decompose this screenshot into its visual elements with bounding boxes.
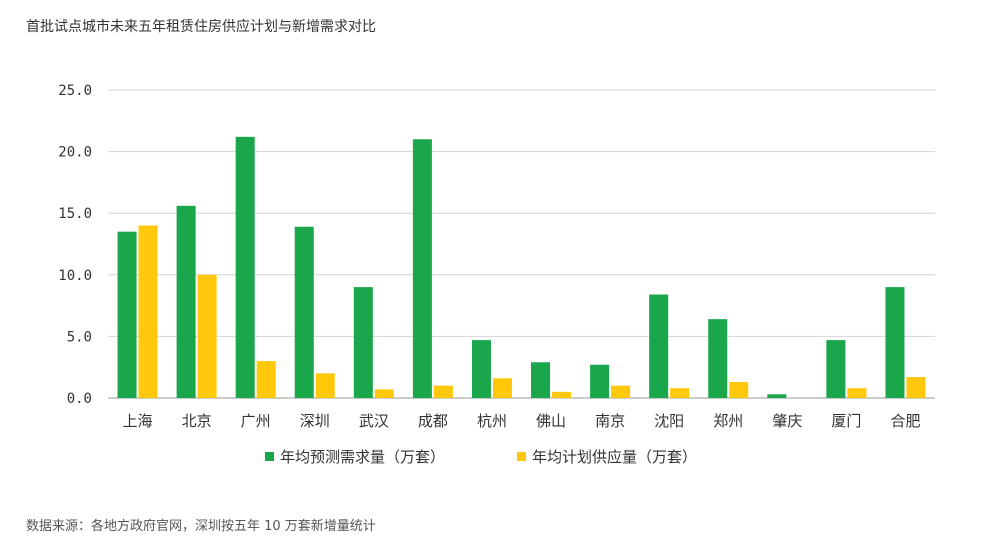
supply-bar <box>433 385 453 398</box>
y-tick-label: 10.0 <box>58 268 92 284</box>
x-category-label: 沈阳 <box>654 412 684 430</box>
demand-bar <box>294 226 314 398</box>
y-tick-label: 15.0 <box>58 206 92 222</box>
x-category-label: 杭州 <box>477 412 507 430</box>
demand-bar <box>117 231 137 398</box>
legend-label: 年均计划供应量（万套） <box>532 448 697 466</box>
demand-bar <box>412 139 432 398</box>
demand-bar <box>826 340 846 398</box>
x-category-label: 北京 <box>182 412 212 430</box>
x-axis-labels: 上海 北京 广州 深圳 武汉 成都 杭州 佛山 南京 沈阳 郑州 肇庆 厦门 合肥 <box>123 412 921 430</box>
x-category-label: 南京 <box>595 412 625 430</box>
supply-bar <box>729 381 749 398</box>
supply-bar <box>847 388 867 398</box>
x-category-label: 上海 <box>123 412 153 430</box>
demand-bar <box>176 205 196 398</box>
demand-bar <box>590 364 610 398</box>
supply-bar <box>315 373 335 398</box>
legend-label: 年均预测需求量（万套） <box>280 448 445 466</box>
x-category-label: 郑州 <box>713 412 743 430</box>
x-category-label: 厦门 <box>831 412 861 430</box>
supply-bar <box>256 361 276 398</box>
supply-bar <box>611 385 631 398</box>
legend-swatch <box>517 452 526 461</box>
legend: 年均预测需求量（万套） 年均计划供应量（万套） <box>265 448 697 466</box>
supply-bar <box>670 388 690 398</box>
supply-bar <box>906 377 926 398</box>
chart-title: 首批试点城市未来五年租赁住房供应计划与新增需求对比 <box>26 19 376 35</box>
x-category-label: 深圳 <box>300 412 330 430</box>
demand-bar <box>767 394 787 398</box>
demand-bar <box>235 136 255 399</box>
y-tick-label: 20.0 <box>58 145 92 161</box>
demand-bar <box>708 319 728 398</box>
x-category-label: 成都 <box>418 412 448 430</box>
x-category-label: 武汉 <box>359 412 389 430</box>
demand-bar <box>353 287 373 398</box>
y-tick-label: 0.0 <box>67 391 92 407</box>
x-category-label: 佛山 <box>536 412 566 430</box>
bars <box>117 136 926 399</box>
x-category-label: 广州 <box>241 412 271 430</box>
y-tick-label: 5.0 <box>67 329 92 345</box>
y-axis-ticks: 25.0 20.0 15.0 10.0 5.0 0.0 <box>58 83 92 407</box>
supply-bar <box>374 389 394 398</box>
legend-swatch <box>265 452 274 461</box>
supply-bar <box>138 225 158 398</box>
demand-bar <box>531 362 551 398</box>
demand-bar <box>471 340 491 398</box>
demand-bar <box>885 287 905 398</box>
data-source-note: 数据来源：各地方政府官网，深圳按五年 10 万套新增量统计 <box>26 519 376 534</box>
demand-bar <box>649 294 669 398</box>
gridlines <box>108 89 935 399</box>
x-category-label: 合肥 <box>890 412 920 430</box>
supply-bar <box>197 274 217 398</box>
supply-bar <box>552 391 572 398</box>
y-tick-label: 25.0 <box>58 83 92 99</box>
supply-bar <box>492 378 512 398</box>
x-category-label: 肇庆 <box>772 412 802 430</box>
